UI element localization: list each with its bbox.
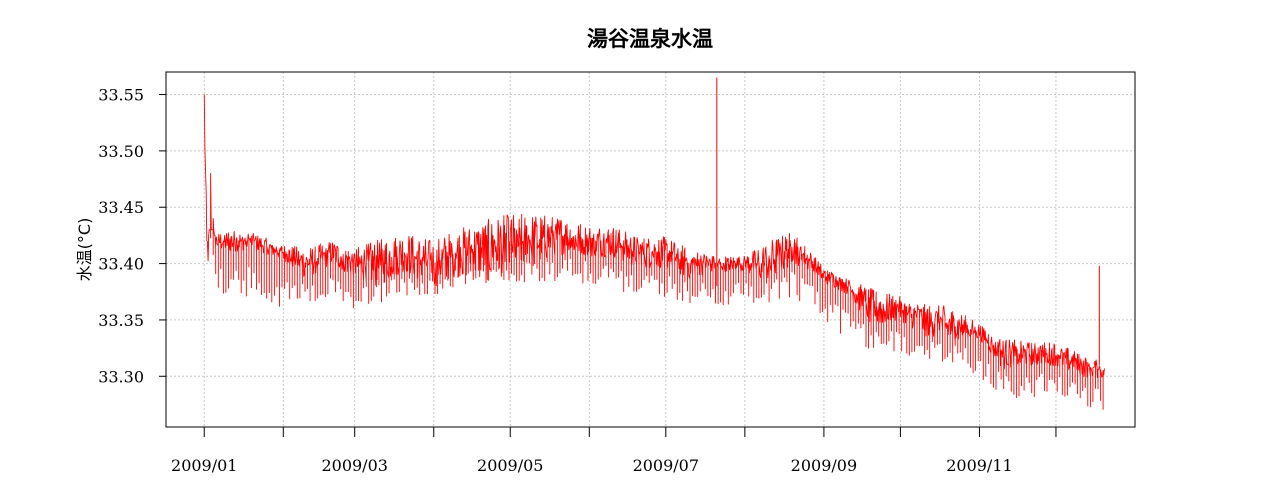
y-tick-label: 33.50 — [98, 142, 144, 161]
x-tick-label: 2009/11 — [946, 456, 1012, 475]
y-axis: 33.30 33.35 33.40 33.45 33.50 33.55 — [98, 86, 166, 386]
x-tick-label: 2009/01 — [171, 456, 237, 475]
y-tick-label: 33.40 — [98, 255, 144, 274]
y-axis-label: 水温(°C) — [75, 218, 94, 282]
plot-frame — [165, 71, 1136, 428]
y-tick-label: 33.35 — [98, 311, 144, 330]
y-tick-label: 33.55 — [98, 86, 144, 105]
y-tick-label: 33.45 — [98, 198, 144, 217]
x-tick-label: 2009/05 — [477, 456, 543, 475]
y-tick-label: 33.30 — [98, 367, 144, 386]
series-water-temperature — [203, 77, 1105, 410]
chart-title: 湯谷温泉水温 — [587, 27, 713, 51]
x-tick-label: 2009/09 — [791, 456, 857, 475]
series-line — [203, 94, 1105, 410]
x-tick-label: 2009/03 — [321, 456, 387, 475]
x-tick-label: 2009/07 — [633, 456, 699, 475]
x-axis: 2009/01 2009/03 2009/05 2009/07 2009/09 2009/… — [171, 427, 1057, 475]
